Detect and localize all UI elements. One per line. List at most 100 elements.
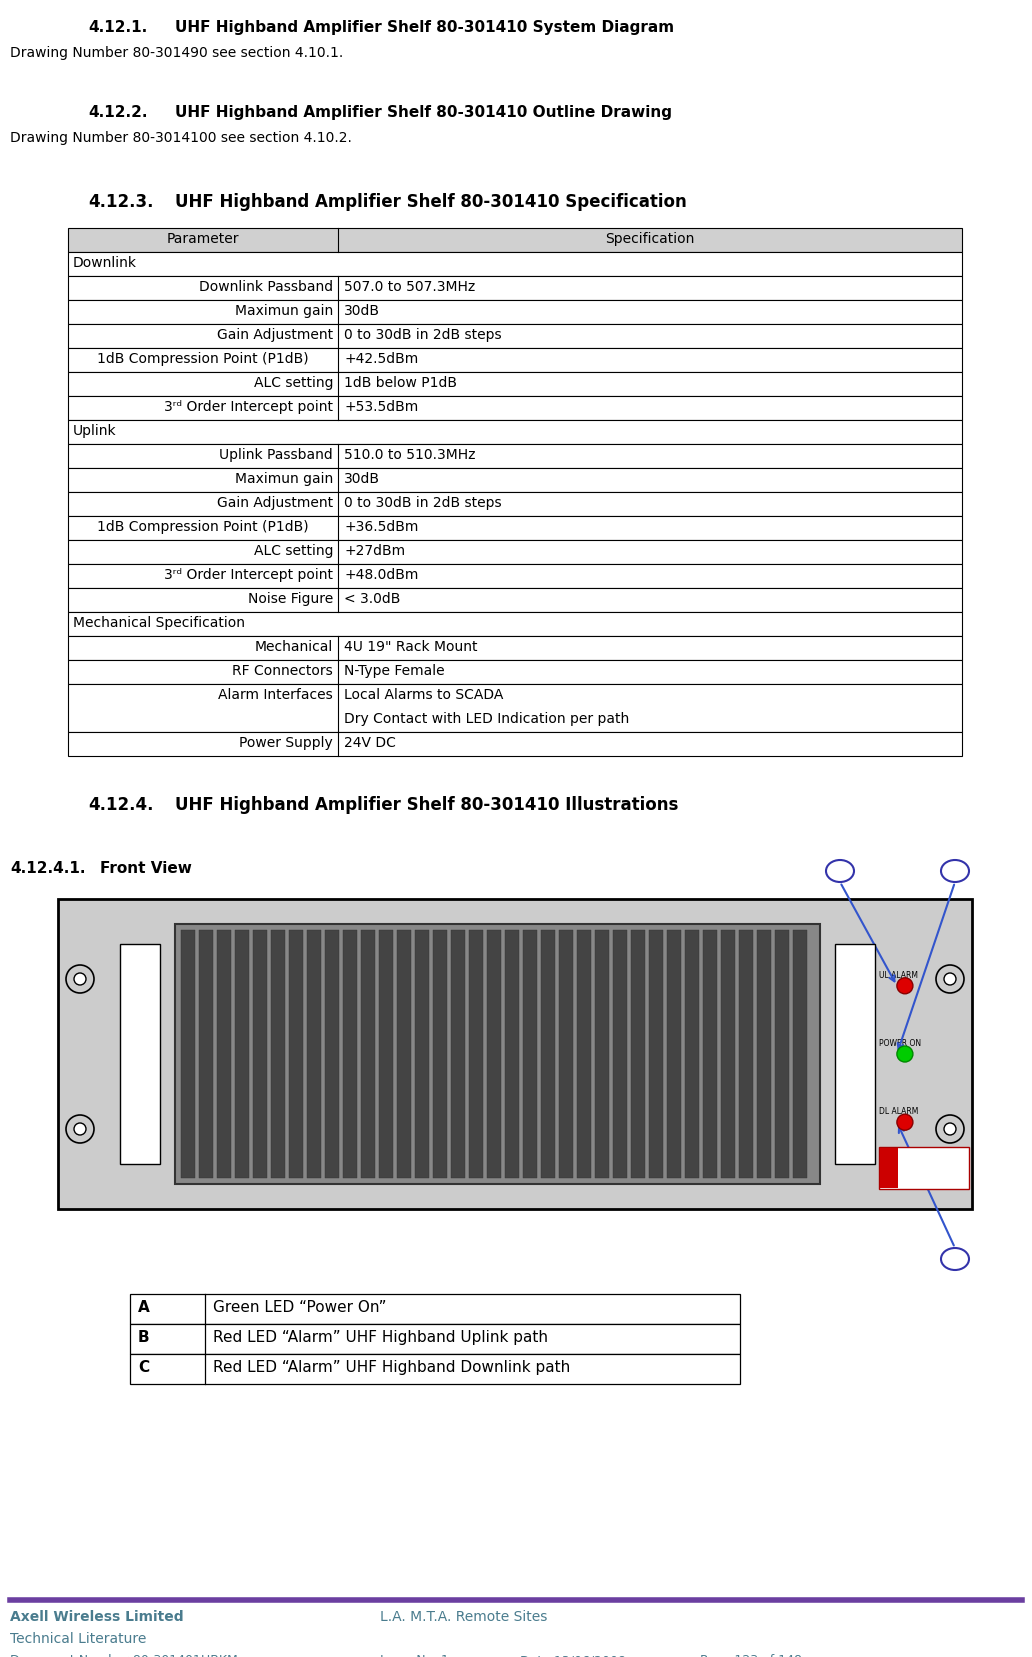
Bar <box>577 930 591 1178</box>
Text: Date 13/06/2008: Date 13/06/2008 <box>520 1654 626 1657</box>
Circle shape <box>897 978 913 994</box>
Bar <box>307 930 321 1178</box>
Text: 30dB: 30dB <box>344 472 380 486</box>
Text: 4.12.4.: 4.12.4. <box>88 795 154 814</box>
Bar <box>649 930 663 1178</box>
Text: Drawing Number 80-3014100 see section 4.10.2.: Drawing Number 80-3014100 see section 4.… <box>10 131 352 146</box>
Bar <box>68 348 962 373</box>
Text: POWER ON: POWER ON <box>879 1039 922 1047</box>
Bar <box>181 930 195 1178</box>
Text: +48.0dBm: +48.0dBm <box>344 568 418 582</box>
Bar <box>68 611 962 636</box>
Bar <box>68 300 962 325</box>
Bar <box>739 930 753 1178</box>
Bar <box>199 930 213 1178</box>
Bar <box>631 930 645 1178</box>
Bar <box>835 944 875 1163</box>
Text: L.A. M.T.A. Remote Sites: L.A. M.T.A. Remote Sites <box>380 1611 547 1624</box>
Text: Document Number 80-301401HBKM: Document Number 80-301401HBKM <box>10 1654 237 1657</box>
Ellipse shape <box>826 860 854 882</box>
Bar <box>397 930 411 1178</box>
Bar <box>595 930 609 1178</box>
Text: Gain Adjustment: Gain Adjustment <box>217 495 333 510</box>
Text: 24V DC: 24V DC <box>344 736 396 751</box>
Text: ALC setting: ALC setting <box>254 376 333 389</box>
Text: B: B <box>138 1331 150 1345</box>
Text: C: C <box>138 1360 150 1375</box>
Text: Alarm Interfaces: Alarm Interfaces <box>218 688 333 703</box>
Text: 4.12.4.1.: 4.12.4.1. <box>10 862 86 877</box>
Bar <box>68 732 962 756</box>
Text: < 3.0dB: < 3.0dB <box>344 592 400 606</box>
Bar <box>685 930 699 1178</box>
Bar <box>289 930 303 1178</box>
Bar <box>175 925 820 1185</box>
Bar <box>130 1354 740 1384</box>
Bar <box>68 229 962 252</box>
Bar <box>379 930 393 1178</box>
Bar <box>217 930 231 1178</box>
Text: C: C <box>949 1253 961 1268</box>
Text: RF Connectors: RF Connectors <box>232 664 333 678</box>
Text: Noise Figure: Noise Figure <box>248 592 333 606</box>
Bar <box>68 396 962 419</box>
Text: Front View: Front View <box>100 862 192 877</box>
Bar <box>68 252 962 277</box>
Text: Uplink Passband: Uplink Passband <box>219 447 333 462</box>
Bar <box>487 930 501 1178</box>
Bar <box>775 930 789 1178</box>
Circle shape <box>66 1115 94 1143</box>
Bar <box>58 900 972 1210</box>
Bar <box>793 930 807 1178</box>
Bar <box>613 930 627 1178</box>
Bar <box>433 930 447 1178</box>
Text: +53.5dBm: +53.5dBm <box>344 399 418 414</box>
Circle shape <box>897 1046 913 1062</box>
Bar <box>68 684 962 732</box>
Text: Parameter: Parameter <box>167 232 239 245</box>
Circle shape <box>944 973 956 984</box>
Bar <box>68 325 962 348</box>
Bar <box>130 1324 740 1354</box>
Text: Maximun gain: Maximun gain <box>234 303 333 318</box>
Text: +27dBm: +27dBm <box>344 543 406 558</box>
Bar <box>235 930 249 1178</box>
Text: UHF Highband Amplifier Shelf 80-301410 Specification: UHF Highband Amplifier Shelf 80-301410 S… <box>175 192 686 210</box>
Text: 3ʳᵈ Order Intercept point: 3ʳᵈ Order Intercept point <box>164 568 333 582</box>
Bar <box>68 444 962 467</box>
Bar <box>505 930 519 1178</box>
Text: Local Alarms to SCADA: Local Alarms to SCADA <box>344 688 504 703</box>
Text: Mechanical Specification: Mechanical Specification <box>73 616 245 630</box>
Bar <box>415 930 429 1178</box>
Bar <box>721 930 735 1178</box>
Bar <box>271 930 285 1178</box>
Text: 1dB below P1dB: 1dB below P1dB <box>344 376 457 389</box>
Bar <box>757 930 771 1178</box>
Circle shape <box>74 973 86 984</box>
Bar <box>130 1294 740 1324</box>
Text: 4.12.2.: 4.12.2. <box>88 104 148 119</box>
Bar <box>68 659 962 684</box>
Text: 3ʳᵈ Order Intercept point: 3ʳᵈ Order Intercept point <box>164 399 333 414</box>
Text: +36.5dBm: +36.5dBm <box>344 520 418 534</box>
Bar <box>879 1147 969 1190</box>
Text: N-Type Female: N-Type Female <box>344 664 445 678</box>
Bar <box>361 930 375 1178</box>
Text: UHF Highband Amplifier Shelf 80-301410 Illustrations: UHF Highband Amplifier Shelf 80-301410 I… <box>175 795 678 814</box>
Circle shape <box>66 964 94 993</box>
Text: Maximun gain: Maximun gain <box>234 472 333 486</box>
Text: 4.12.3.: 4.12.3. <box>88 192 154 210</box>
Bar <box>325 930 338 1178</box>
Text: Dry Contact with LED Indication per path: Dry Contact with LED Indication per path <box>344 713 630 726</box>
Text: Technical Literature: Technical Literature <box>10 1632 147 1645</box>
Ellipse shape <box>941 1248 969 1269</box>
Text: Axell Wireless Limited: Axell Wireless Limited <box>10 1611 184 1624</box>
Text: 1dB Compression Point (P1dB): 1dB Compression Point (P1dB) <box>97 520 309 534</box>
Text: Uplink: Uplink <box>73 424 117 437</box>
Ellipse shape <box>941 860 969 882</box>
Bar <box>68 636 962 659</box>
Text: Downlink: Downlink <box>73 255 137 270</box>
Bar <box>68 277 962 300</box>
Text: UHF Highband Amplifier Shelf 80-301410 System Diagram: UHF Highband Amplifier Shelf 80-301410 S… <box>175 20 674 35</box>
Text: Power Supply: Power Supply <box>239 736 333 751</box>
